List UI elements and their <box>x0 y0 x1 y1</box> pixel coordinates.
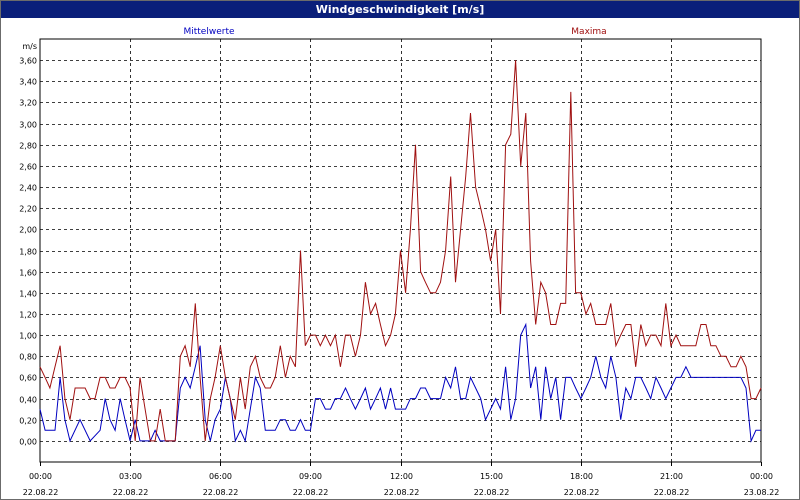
y-tick-label: 3,00 <box>19 121 37 130</box>
y-tick-label: 1,60 <box>19 269 37 278</box>
y-axis-label: m/s <box>22 42 37 51</box>
y-tick-label: 0,60 <box>19 374 37 383</box>
y-tick-label: 1,00 <box>19 332 37 341</box>
x-tick-date: 22.08.22 <box>384 488 420 497</box>
x-tick-date: 22.08.22 <box>113 488 149 497</box>
y-tick-label: 2,80 <box>19 142 37 151</box>
legend-maxima: Maxima <box>571 27 606 37</box>
y-tick-label: 0,80 <box>19 353 37 362</box>
series-line-maxima <box>39 60 762 442</box>
x-tick-date: 22.08.22 <box>23 488 59 497</box>
x-tick-time: 09:00 <box>299 472 322 481</box>
y-tick-label: 0,20 <box>19 417 37 426</box>
series-line-mittelwerte <box>39 322 761 443</box>
x-tick-date: 22.08.22 <box>293 488 329 497</box>
x-tick-time: 00:00 <box>29 472 52 481</box>
y-tick-label: 2,60 <box>19 163 37 172</box>
chart-title: Windgeschwindigkeit [m/s] <box>1 1 799 18</box>
y-tick-label: 1,80 <box>19 248 37 257</box>
y-tick-label: 1,20 <box>19 311 37 320</box>
x-tick-time: 12:00 <box>390 472 413 481</box>
x-tick-date: 22.08.22 <box>474 488 510 497</box>
x-tick-time: 21:00 <box>660 472 683 481</box>
x-tick-time: 00:00 <box>750 472 773 481</box>
y-tick-label: 3,60 <box>19 57 37 66</box>
x-tick-date: 22.08.22 <box>564 488 600 497</box>
y-tick-label: 3,20 <box>19 99 37 108</box>
y-tick-label: 2,40 <box>19 184 37 193</box>
y-tick-label: 2,00 <box>19 226 37 235</box>
y-tick-label: 0,00 <box>19 438 37 447</box>
x-tick-time: 03:00 <box>119 472 142 481</box>
y-tick-label: 2,20 <box>19 205 37 214</box>
legend-mittelwerte: Mittelwerte <box>183 27 234 37</box>
x-tick-date: 22.08.22 <box>203 488 239 497</box>
y-tick-label: 3,40 <box>19 78 37 87</box>
y-tick-label: 1,40 <box>19 290 37 299</box>
x-tick-date: 23.08.22 <box>744 488 780 497</box>
y-tick-label: 0,40 <box>19 396 37 405</box>
x-tick-date: 22.08.22 <box>654 488 690 497</box>
x-tick-time: 15:00 <box>480 472 503 481</box>
x-tick-time: 06:00 <box>209 472 232 481</box>
x-tick-time: 18:00 <box>570 472 593 481</box>
